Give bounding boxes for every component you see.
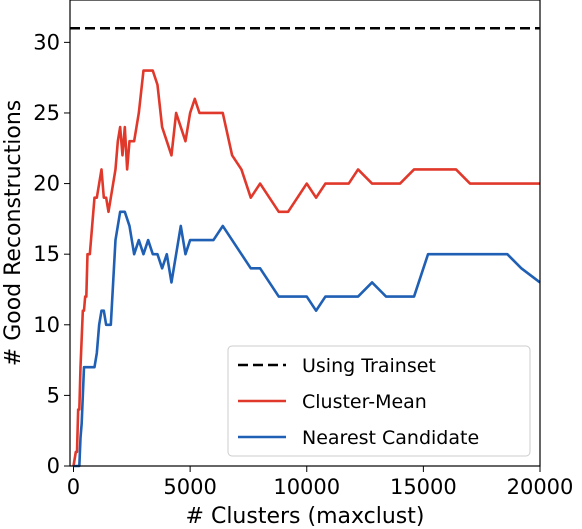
series-line-nearest-candidate	[73, 210, 541, 468]
y-tick-label: 0	[47, 454, 60, 478]
y-tick-label: 15	[33, 242, 60, 266]
x-axis-label: # Clusters (maxclust)	[186, 504, 425, 529]
plot-frame	[69, 0, 541, 467]
legend-label-cluster-mean: Cluster-Mean	[302, 391, 427, 413]
x-tick-label: 5000	[163, 475, 216, 499]
y-tick-label: 20	[33, 172, 60, 196]
y-tick-label: 30	[33, 30, 60, 54]
x-tick-label: 15000	[390, 475, 457, 499]
legend-label-nearest-candidate: Nearest Candidate	[302, 427, 479, 449]
legend-label-using-trainset: Using Trainset	[302, 355, 436, 377]
series-line-cluster-mean	[72, 69, 540, 467]
axis-ticks: 0 5000 10000 15000 20000 0 5 10 15 20 25 30	[33, 30, 573, 499]
y-tick-label: 25	[33, 101, 60, 125]
legend-box	[227, 345, 531, 457]
y-axis-label: # Good Reconstructions	[1, 100, 26, 366]
x-tick-label: 0	[67, 475, 80, 499]
y-tick-label: 5	[47, 383, 60, 407]
x-tick-label: 10000	[273, 475, 340, 499]
legend: Using Trainset Cluster-Mean Nearest Cand…	[227, 345, 531, 457]
y-tick-label: 10	[33, 313, 60, 337]
series-layer	[70, 26, 541, 468]
x-tick-label: 20000	[507, 475, 574, 499]
